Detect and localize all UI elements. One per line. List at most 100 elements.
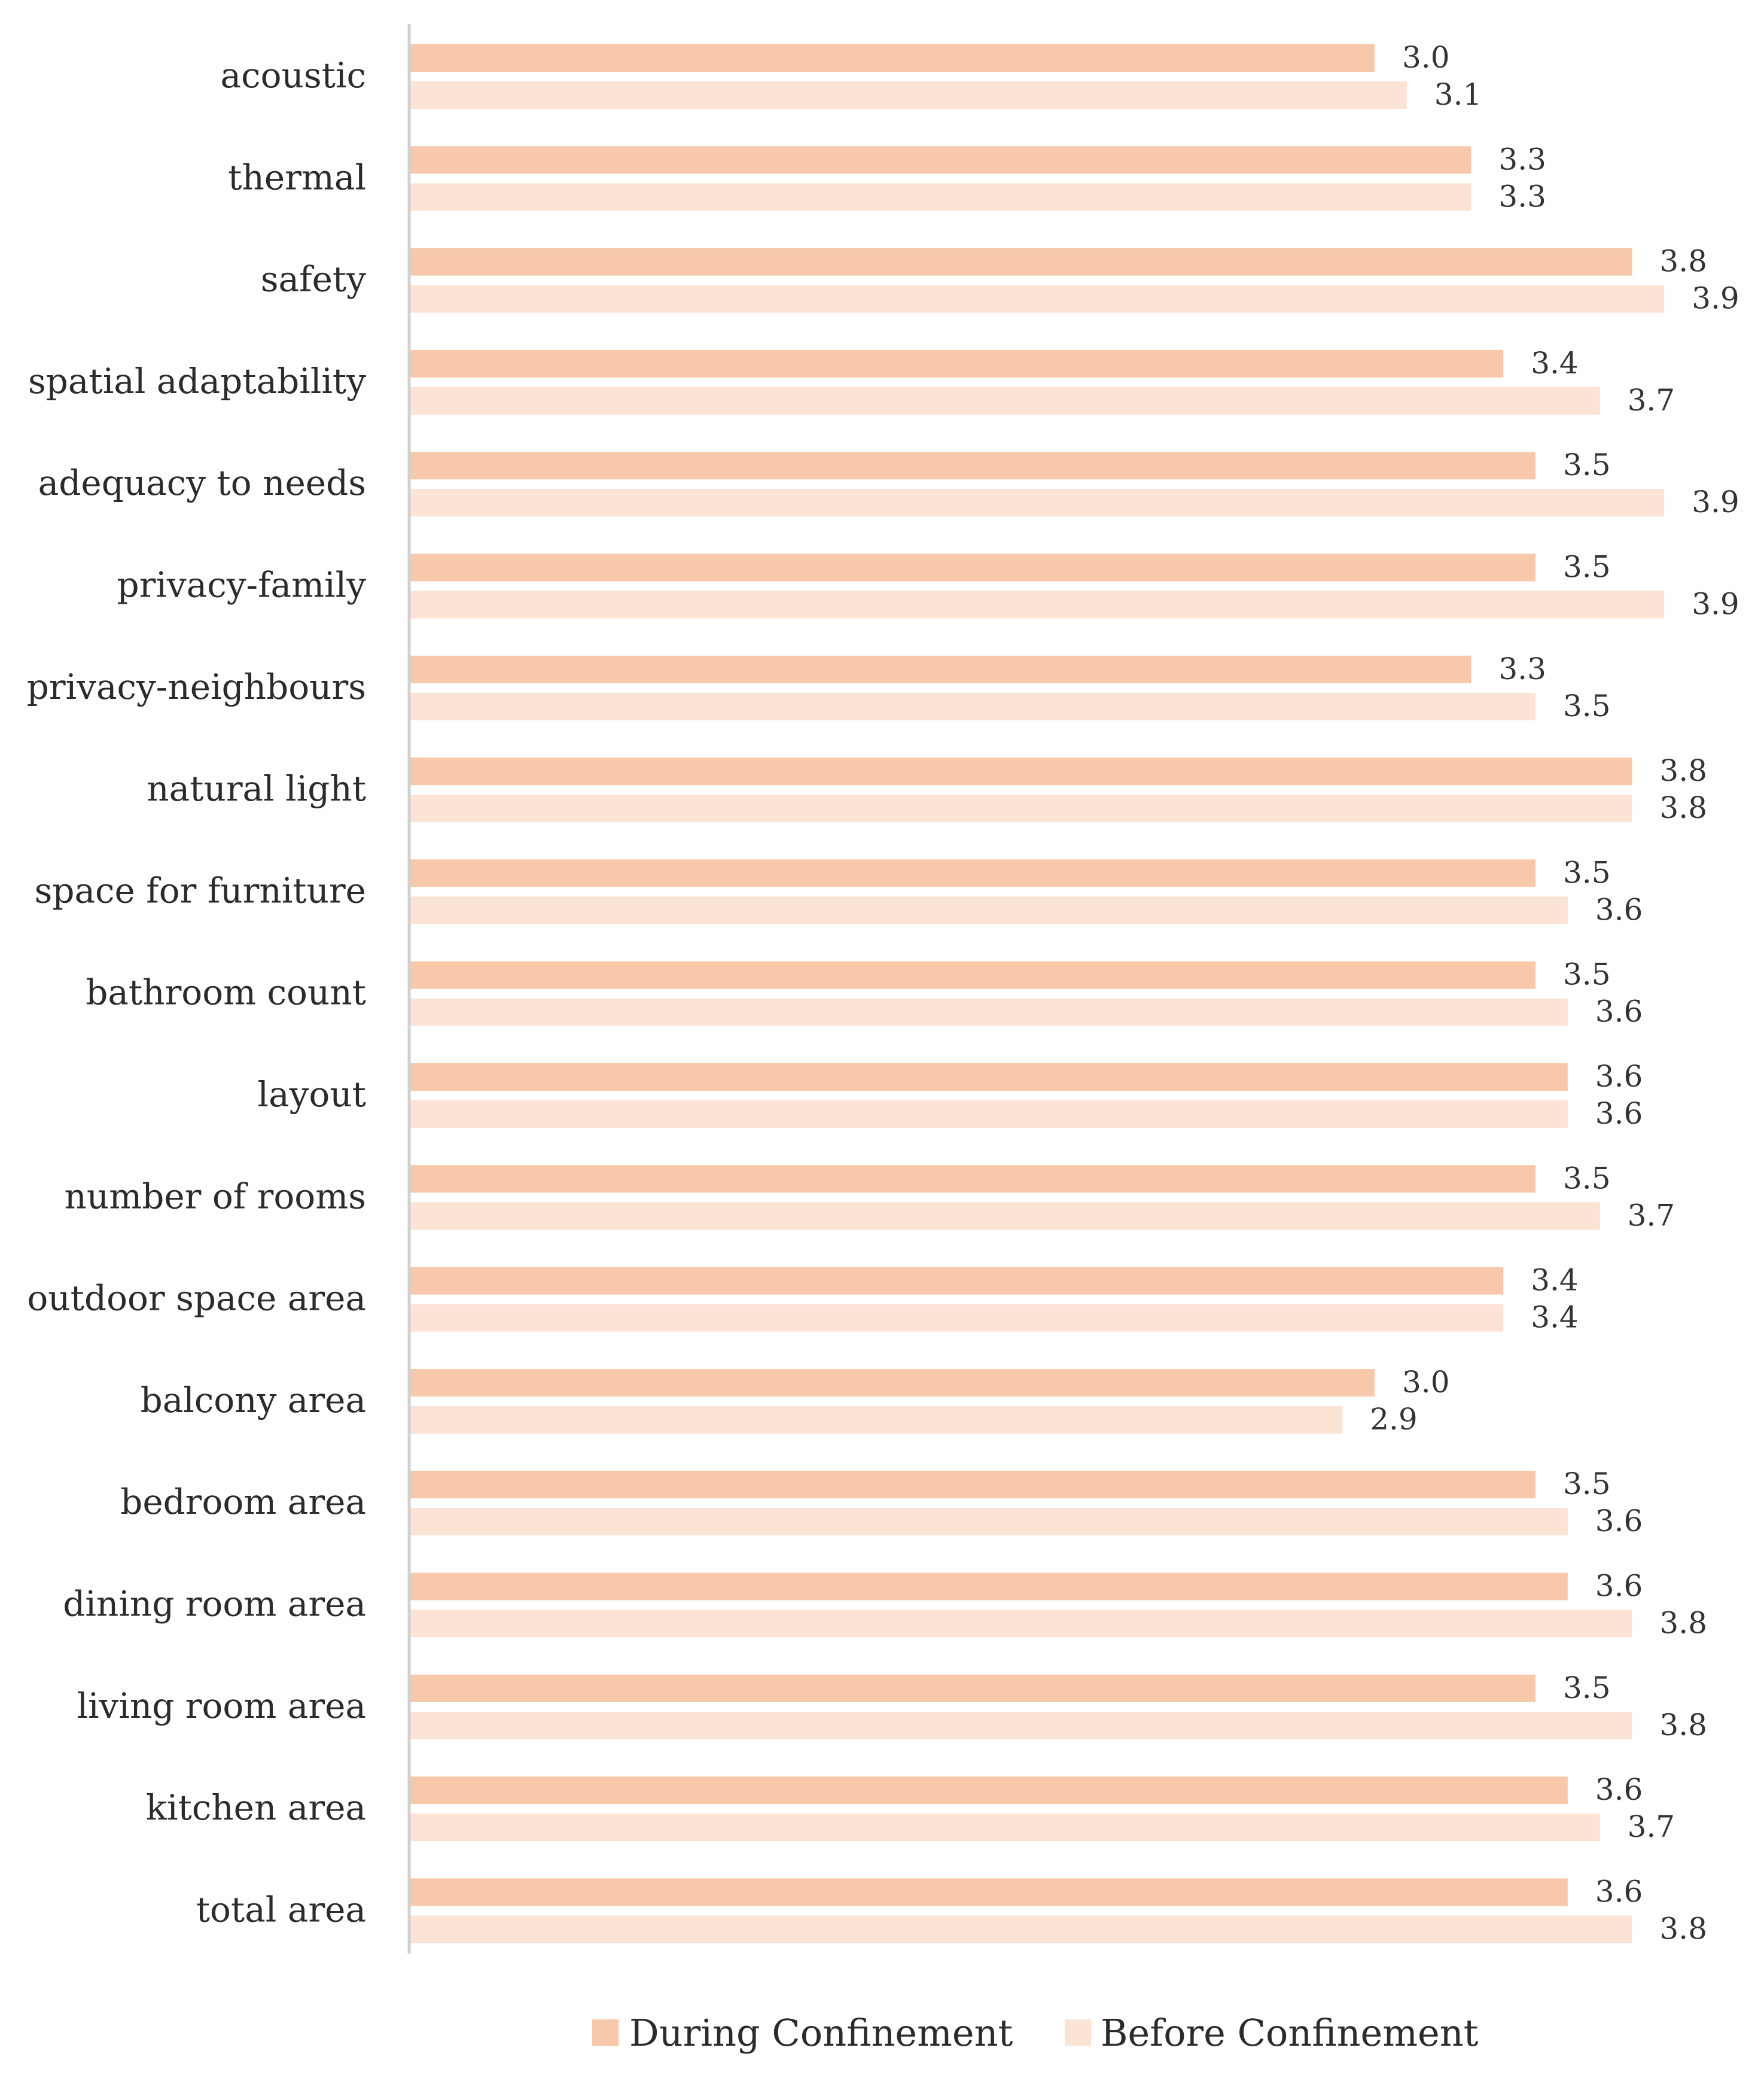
value-label-before: 3.6 [1595,892,1643,927]
value-label-during: 3.0 [1402,1365,1450,1399]
value-label-during: 3.6 [1595,1772,1643,1807]
bar-before-confinement [409,1202,1600,1230]
value-label-before: 3.9 [1692,485,1739,519]
value-label-before: 3.5 [1563,689,1611,723]
bar-before-confinement [409,1814,1600,1842]
value-label-before: 3.9 [1692,281,1739,316]
bar-before-confinement [409,1100,1568,1128]
bar-during-confinement [409,1471,1535,1499]
bar-during-confinement [409,349,1504,378]
bar-during-confinement [409,553,1535,582]
value-label-before: 3.6 [1595,1504,1643,1538]
category-label: space for furniture [35,870,366,911]
bar-during-confinement [409,1063,1568,1091]
value-label-during: 3.5 [1563,1467,1611,1501]
bar-during-confinement [409,1674,1535,1702]
value-label-before: 3.4 [1531,1300,1579,1335]
bar-before-confinement [409,285,1665,313]
category-label: privacy-neighbours [27,667,366,707]
category-label: balcony area [141,1380,366,1420]
value-label-during: 3.0 [1402,40,1450,75]
value-label-during: 3.5 [1563,448,1611,482]
category-label: layout [258,1074,366,1115]
bar-before-confinement [409,81,1407,109]
value-label-during: 3.4 [1531,346,1579,381]
value-label-before: 3.6 [1595,994,1643,1029]
bar-before-confinement [409,692,1535,720]
bar-before-confinement [409,998,1568,1026]
value-label-during: 3.6 [1595,1874,1643,1909]
value-label-during: 3.8 [1659,753,1707,788]
category-label: thermal [228,157,366,197]
bar-during-confinement [409,248,1632,276]
value-label-before: 3.9 [1692,587,1739,622]
value-label-before: 3.8 [1659,790,1707,825]
category-label: number of rooms [65,1176,366,1216]
bar-before-confinement [409,795,1632,823]
bar-during-confinement [409,1368,1375,1397]
bar-before-confinement [409,183,1471,211]
value-label-during: 3.5 [1563,1671,1611,1705]
category-label: spatial adaptability [28,361,366,401]
bars-layer [409,44,1665,1943]
value-label-before: 3.7 [1628,1198,1675,1233]
bar-before-confinement [409,1508,1568,1536]
value-label-during: 3.6 [1595,1059,1643,1094]
value-label-before: 3.3 [1498,179,1546,214]
value-label-during: 3.3 [1498,652,1546,686]
category-label: kitchen area [146,1787,366,1828]
value-label-during: 3.5 [1563,855,1611,890]
bar-during-confinement [409,961,1535,989]
value-label-before: 3.7 [1628,1809,1675,1844]
category-label: dining room area [63,1584,366,1624]
bar-during-confinement [409,44,1375,72]
value-label-during: 3.5 [1563,1161,1611,1195]
value-label-during: 3.6 [1595,1569,1643,1604]
category-label: bedroom area [120,1481,366,1522]
legend-label-before: Before Confinement [1101,2011,1479,2055]
value-label-before: 3.1 [1434,77,1482,112]
bar-before-confinement [409,896,1568,924]
bar-during-confinement [409,452,1535,480]
value-label-before: 3.8 [1659,1911,1707,1946]
category-label: safety [261,259,366,300]
value-label-during: 3.3 [1498,142,1546,177]
bar-before-confinement [409,387,1600,415]
bar-before-confinement [409,1610,1632,1638]
category-label: acoustic [221,55,366,96]
value-label-during: 3.4 [1531,1263,1579,1298]
legend-swatch-during [592,2019,619,2046]
bar-during-confinement [409,146,1471,174]
category-label: outdoor space area [27,1278,366,1319]
category-label: total area [196,1889,366,1930]
legend-label-during: During Confinement [629,2011,1013,2055]
bar-during-confinement [409,655,1471,683]
bar-before-confinement [409,1915,1632,1943]
value-labels: 3.03.13.33.33.83.93.43.73.53.93.53.93.33… [1370,40,1739,1946]
value-label-before: 3.6 [1595,1096,1643,1131]
value-label-before: 3.8 [1659,1708,1707,1742]
bar-before-confinement [409,1405,1343,1434]
bar-during-confinement [409,1165,1535,1193]
bar-during-confinement [409,757,1632,786]
category-label: living room area [77,1686,366,1726]
bar-during-confinement [409,1572,1568,1601]
legend-swatch-before [1065,2019,1091,2046]
value-label-before: 3.8 [1659,1606,1707,1641]
category-label: bathroom count [86,972,366,1013]
bar-before-confinement [409,1304,1504,1332]
value-label-during: 3.5 [1563,957,1611,992]
category-label: adequacy to needs [38,463,366,503]
bar-before-confinement [409,591,1665,619]
bar-before-confinement [409,1711,1632,1739]
category-label: privacy-family [117,565,366,606]
bar-during-confinement [409,859,1535,887]
category-labels: acoustic thermal safety spatial adaptabilit… [27,55,366,1930]
value-label-during: 3.5 [1563,550,1611,585]
bar-during-confinement [409,1267,1504,1295]
category-label: natural light [147,768,366,809]
bar-during-confinement [409,1776,1568,1805]
legend: During Confinement Before Confinement [592,2011,1479,2055]
